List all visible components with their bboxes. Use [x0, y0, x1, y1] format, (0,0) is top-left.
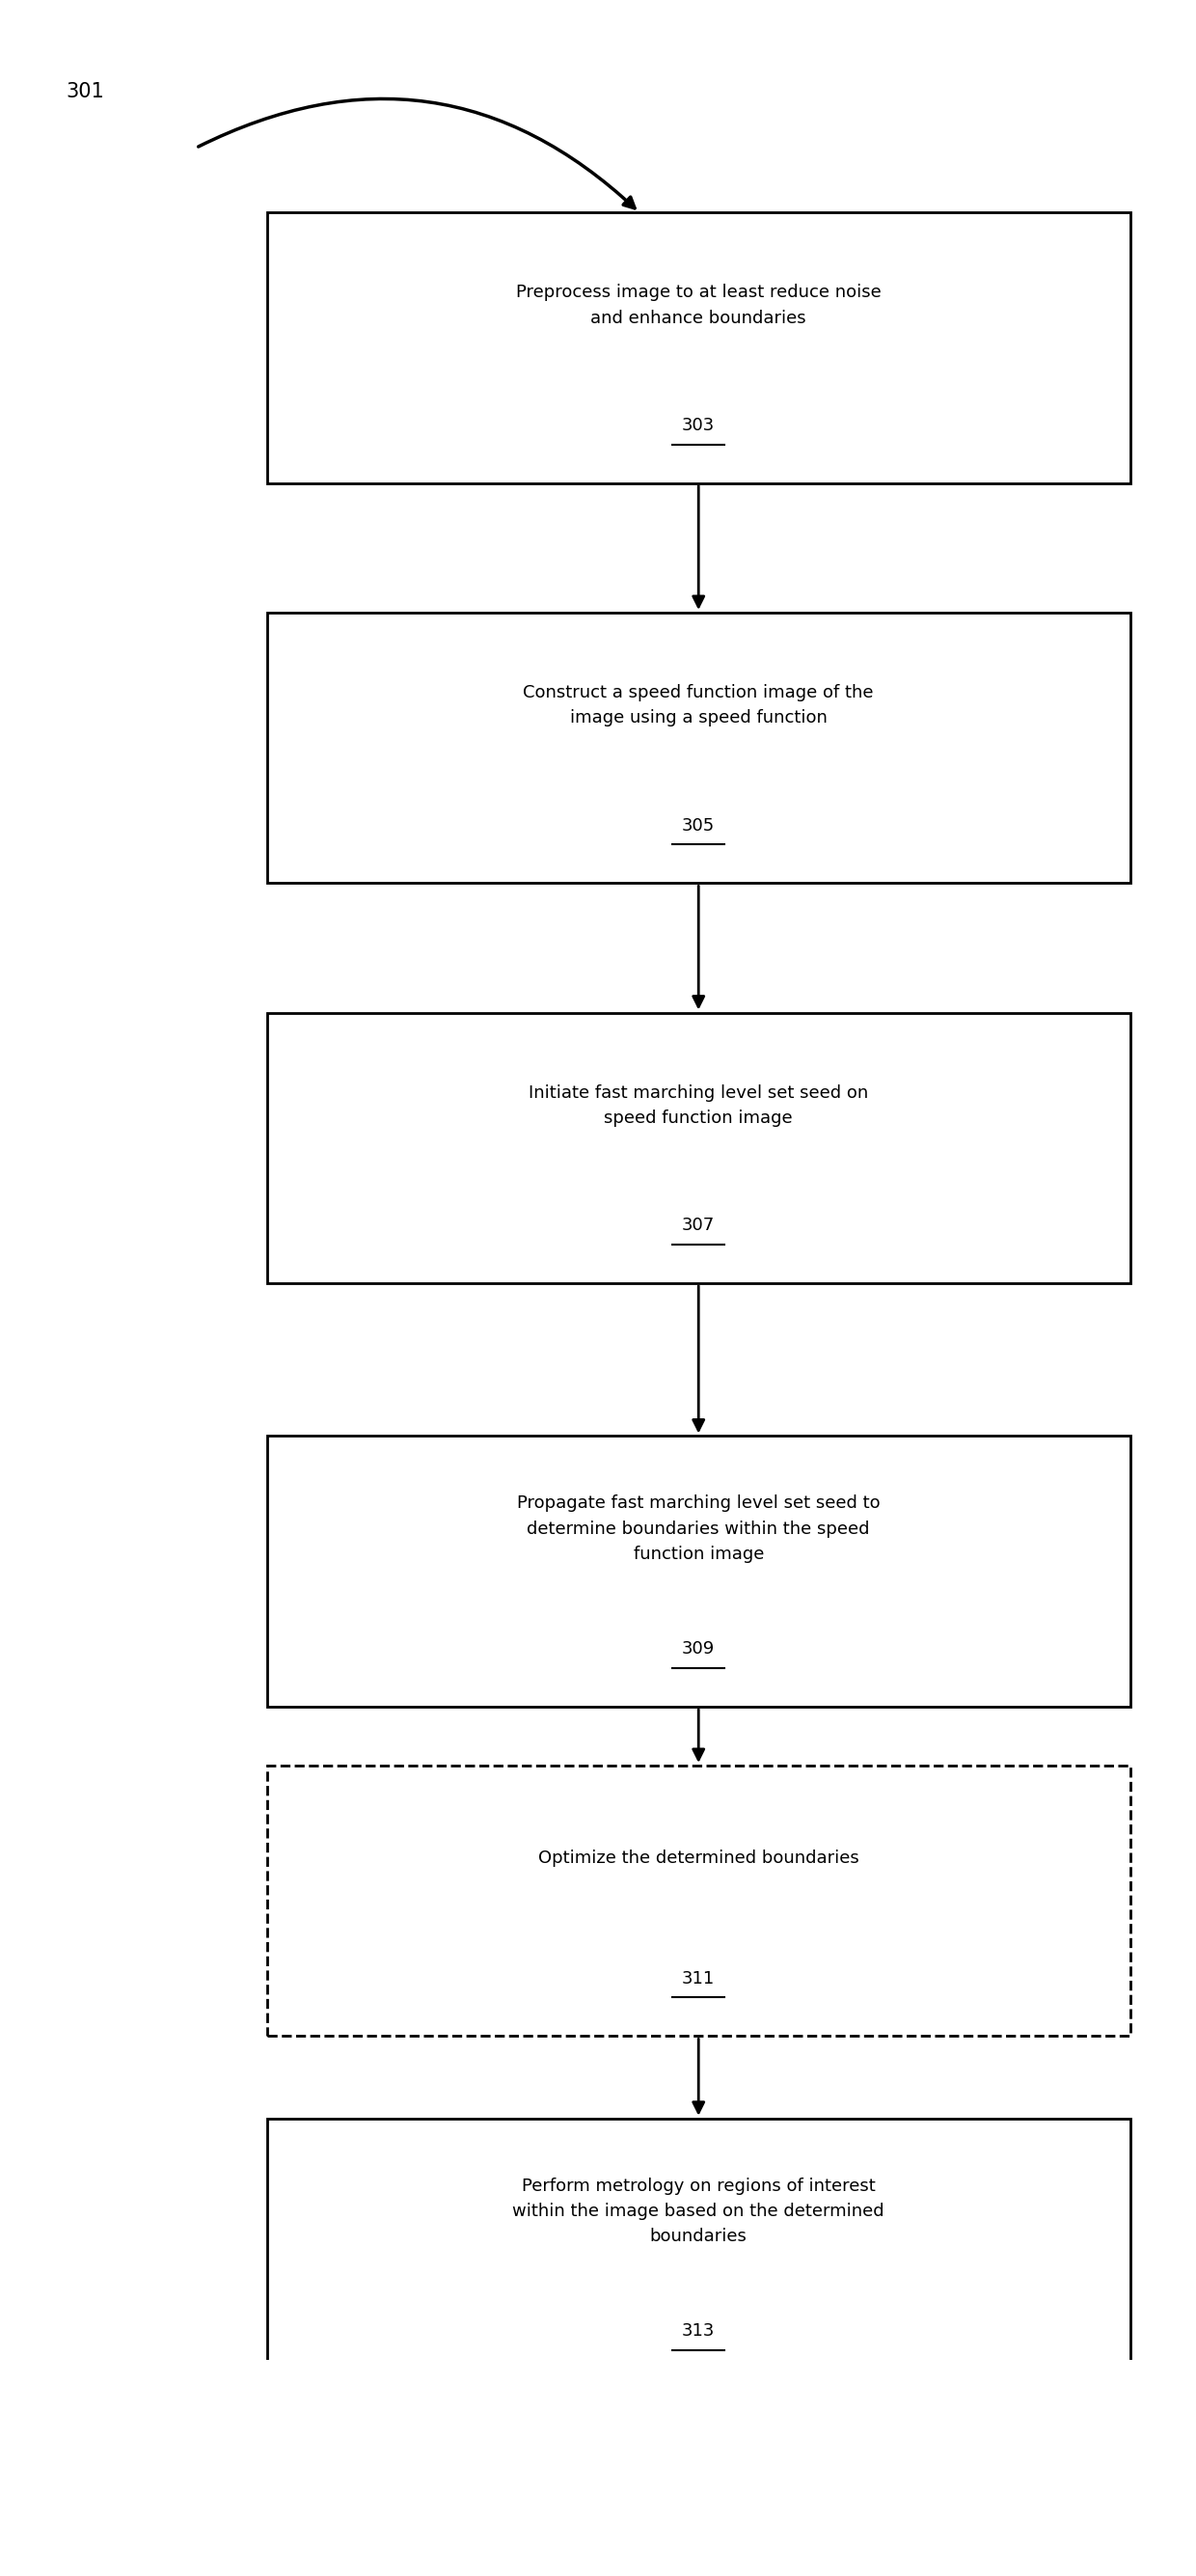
Text: 301: 301: [66, 82, 104, 100]
FancyBboxPatch shape: [267, 613, 1130, 884]
FancyBboxPatch shape: [267, 1435, 1130, 1708]
Text: Perform metrology on regions of interest
within the image based on the determine: Perform metrology on regions of interest…: [513, 2177, 885, 2246]
Text: 311: 311: [682, 1971, 715, 1986]
Text: 309: 309: [682, 1641, 715, 1659]
FancyArrowPatch shape: [199, 98, 635, 209]
Text: Propagate fast marching level set seed to
determine boundaries within the speed
: Propagate fast marching level set seed t…: [517, 1494, 880, 1564]
Text: 307: 307: [682, 1216, 715, 1234]
FancyBboxPatch shape: [267, 1012, 1130, 1283]
Text: 303: 303: [682, 417, 715, 435]
Text: Preprocess image to at least reduce noise
and enhance boundaries: Preprocess image to at least reduce nois…: [515, 283, 881, 327]
Text: Optimize the determined boundaries: Optimize the determined boundaries: [538, 1850, 859, 1868]
Text: Initiate fast marching level set seed on
speed function image: Initiate fast marching level set seed on…: [529, 1084, 868, 1126]
FancyBboxPatch shape: [267, 2117, 1130, 2388]
Text: Construct a speed function image of the
image using a speed function: Construct a speed function image of the …: [523, 685, 874, 726]
Text: 313: 313: [682, 2324, 715, 2339]
Text: 305: 305: [682, 817, 715, 835]
FancyBboxPatch shape: [267, 1765, 1130, 2035]
FancyBboxPatch shape: [267, 214, 1130, 484]
